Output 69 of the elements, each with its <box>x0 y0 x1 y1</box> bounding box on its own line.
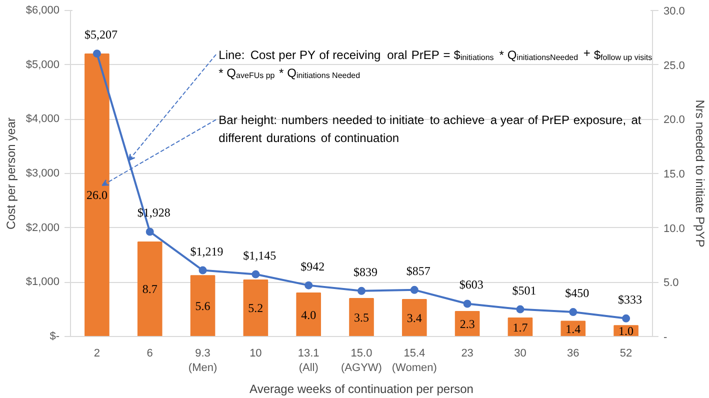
point <box>622 314 630 322</box>
text: Bar height: numbers needed to initiate to achieve a year of PrEP exposure, at different durations of continuation <box>218 113 642 146</box>
data-label: 8.7 <box>142 282 158 296</box>
point <box>198 266 207 274</box>
x-axis-title: Average weeks of continuation per person <box>250 382 474 396</box>
y2-tick-label: - <box>664 332 668 344</box>
data-label: 26.0 <box>86 188 108 202</box>
data-label: 4.0 <box>301 308 316 322</box>
y-tick-label: $5,000 <box>26 58 60 71</box>
data-label: 1.7 <box>512 320 528 334</box>
data-label: $839 <box>354 264 378 279</box>
x-tick-label: 13.1 (All) <box>298 348 320 374</box>
text: Line: Cost per PY of receiving oral PrEP = $initiations * QinitiationsNeeded + $follow up visits * QaveFUs pp * Qinitiations Needed <box>218 46 652 80</box>
data-label: 1.4 <box>566 322 581 336</box>
bar <box>243 279 268 336</box>
data-label: $333 <box>618 292 642 306</box>
bar <box>190 275 216 336</box>
y2-tick-label: 25.0 <box>664 60 685 72</box>
y2-tick-label: 15.0 <box>664 168 685 180</box>
x-tick-label: 9.3 (Men) <box>188 348 218 374</box>
x-tick-label: 10 <box>250 348 262 360</box>
data-label: 2.3 <box>460 317 475 332</box>
x-tick-label: 36 <box>567 348 580 360</box>
point <box>146 228 154 236</box>
bar <box>296 292 321 336</box>
x-tick-label: 52 <box>620 348 632 360</box>
data-label: 3.4 <box>406 311 422 326</box>
point <box>252 270 260 278</box>
point <box>358 286 366 295</box>
y2-tick-label: 10.0 <box>664 222 685 235</box>
y-tick-label: $2,000 <box>26 222 60 234</box>
data-label: $857 <box>406 264 430 278</box>
x-tick-label: 6 <box>146 348 153 360</box>
y-tick-label: $6,000 <box>26 4 60 16</box>
data-label: $1,145 <box>243 248 276 262</box>
bar <box>349 298 374 336</box>
y2-tick-label: 30.0 <box>664 6 685 18</box>
data-label: 1.0 <box>618 324 634 338</box>
data-label: $1,219 <box>190 244 224 258</box>
x-tick-label: 30 <box>514 348 526 360</box>
data-label: $942 <box>300 259 325 274</box>
point <box>410 286 418 294</box>
x-tick-label: 15.4 (Women) <box>392 348 437 374</box>
point <box>463 300 472 308</box>
y2-tick-label: 5.0 <box>664 277 679 290</box>
data-label: 5.2 <box>248 301 264 316</box>
y2-tick-label: 20.0 <box>664 114 685 126</box>
data-label: $450 <box>565 286 590 300</box>
bar <box>84 53 110 336</box>
y-tick-label: $1,000 <box>26 276 60 288</box>
x-tick-label: 23 <box>461 348 474 360</box>
y-axis-title: Cost per person year <box>4 117 18 230</box>
data-label: 3.5 <box>354 310 369 324</box>
data-label: $603 <box>459 278 484 292</box>
y2-axis-title: Nrs needed to initiate PpYP <box>692 100 707 248</box>
data-label: 5.6 <box>195 299 210 314</box>
x-tick-label: 15.0 (AGYW) <box>341 348 382 374</box>
point <box>92 50 101 58</box>
y-tick-label: $4,000 <box>26 113 60 126</box>
y-tick-label: $3,000 <box>26 168 60 180</box>
point <box>569 308 578 316</box>
bar <box>137 241 162 336</box>
bar <box>402 299 427 336</box>
data-label: $501 <box>512 283 536 298</box>
x-tick-label: 2 <box>94 348 100 360</box>
point <box>304 281 313 290</box>
data-label: $5,207 <box>84 28 118 42</box>
point <box>516 305 524 314</box>
y-tick-label: $- <box>50 330 60 342</box>
